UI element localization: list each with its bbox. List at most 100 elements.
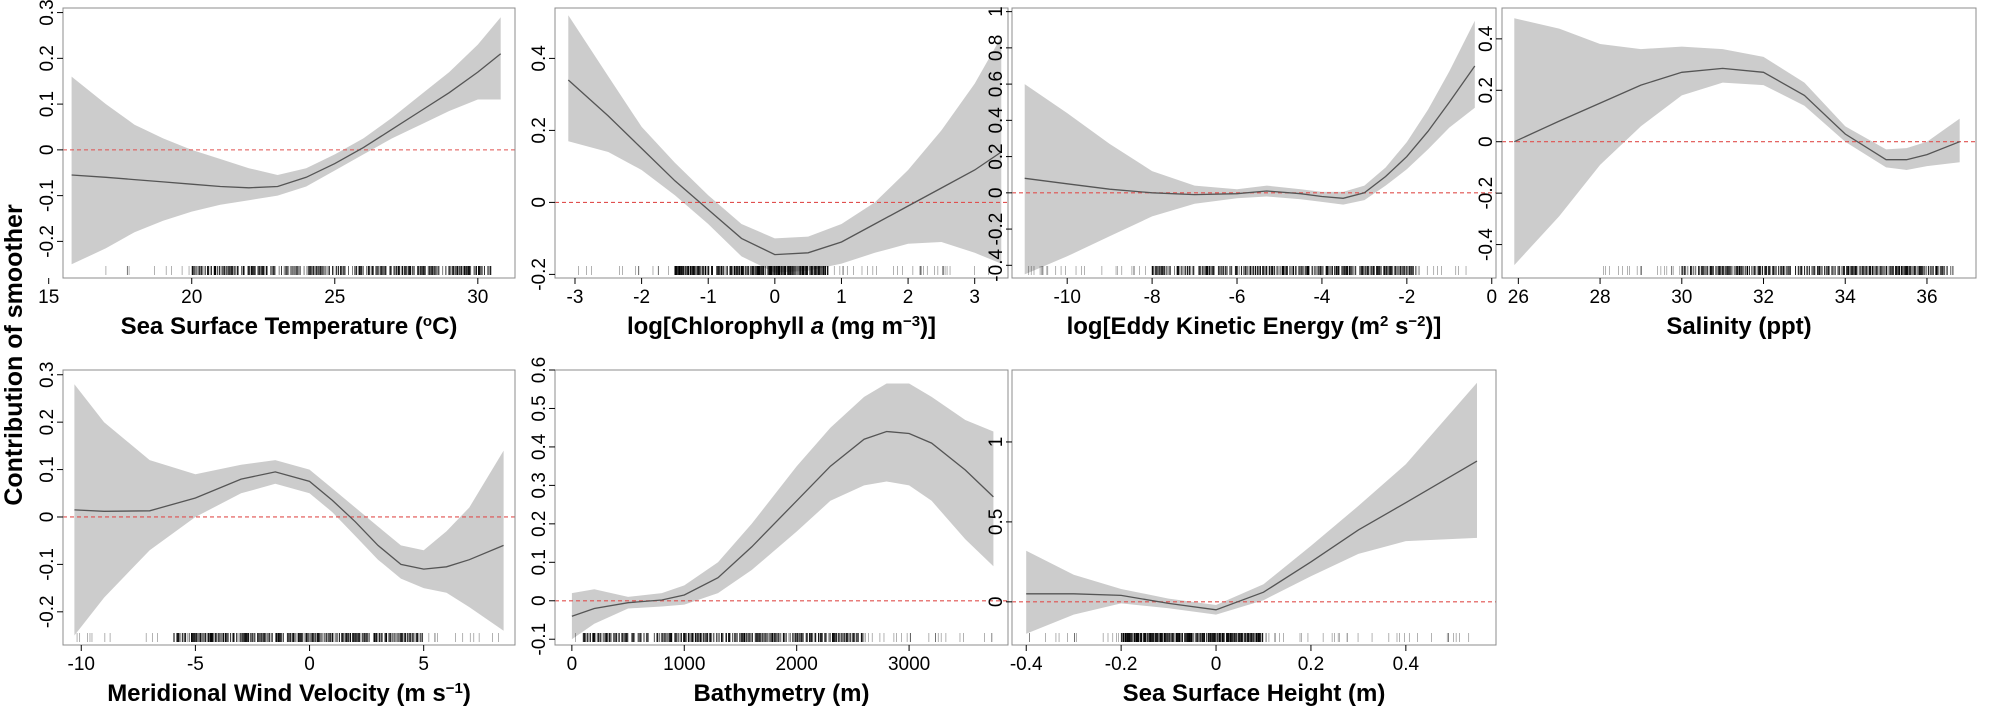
x-tick-label: -8: [1144, 287, 1161, 308]
panel-bathymetry: 0 1000 2000 3000 -0.1 0 0.1 0.2 0.3 0.4 0.5 0.6 Bath…: [529, 357, 1009, 707]
y-tick-label: 1: [986, 6, 1007, 17]
x-tick-label: 2000: [776, 654, 818, 675]
x-axis-title: Bathymetry (m): [693, 680, 869, 707]
plot-area: [555, 383, 1008, 642]
x-tick-label: 5: [418, 654, 429, 675]
x-tick-label: -10: [68, 654, 95, 675]
smoother-line: [1026, 460, 1478, 611]
y-tick-label: 0.5: [529, 395, 550, 421]
x-axis-title-part: C): [432, 313, 457, 340]
x-tick-label: -1: [700, 287, 717, 308]
y-tick-label: 0.2: [529, 511, 550, 537]
rug-marks: [575, 633, 993, 642]
confidence-band: [71, 17, 501, 265]
x-tick-label: 15: [38, 287, 59, 308]
x-axis-title-part: (mg m: [824, 313, 903, 340]
y-tick-label: 0.8: [986, 35, 1007, 61]
y-tick-label: 0: [37, 512, 58, 523]
x-tick-label: -0.2: [1105, 654, 1138, 675]
confidence-band: [74, 384, 504, 636]
y-tick-label: -0.2: [37, 595, 58, 628]
x-axis-title: log[Chlorophyll a (mg m−3)]: [627, 313, 936, 341]
plot-area: [555, 15, 1008, 275]
y-tick-label: 0.2: [986, 143, 1007, 169]
y-tick-label: -0.2: [1476, 177, 1497, 210]
x-axis-title-part: −1: [446, 680, 463, 697]
x-tick-label: 0.4: [1393, 654, 1420, 675]
x-axis-title-part: o: [423, 313, 432, 330]
panel-salinity: 26 28 30 32 34 36 -0.4 -0.2 0 0.2 0.4 Salinity (ppt…: [1476, 7, 1977, 340]
x-tick-label: 28: [1589, 287, 1610, 308]
x-tick-label: -0.4: [1010, 654, 1043, 675]
y-tick-label: 0.4: [529, 433, 550, 460]
x-axis-title: log[Eddy Kinetic Energy (m2 s−2)]: [1067, 313, 1442, 341]
x-tick-label: 3: [969, 287, 980, 308]
y-tick-label: -0.2: [37, 225, 58, 258]
panel-eke: -10 -8 -6 -4 -2 0 -0.4 -0.2 0 0.2 0.4 0.6 0.8 1 log[Ed…: [986, 6, 1497, 340]
x-tick-label: 32: [1753, 287, 1774, 308]
x-tick-label: 26: [1508, 287, 1529, 308]
y-tick-label: 0: [529, 197, 550, 208]
confidence-band: [568, 15, 1002, 273]
x-tick-label: 3000: [888, 654, 930, 675]
x-tick-label: -6: [1229, 287, 1246, 308]
y-tick-label: 0.1: [37, 91, 58, 117]
y-tick-label: 0.2: [529, 117, 550, 143]
smoother-line: [71, 53, 502, 189]
y-tick-label: 0.4: [529, 45, 550, 72]
y-tick-label: -0.4: [1476, 228, 1497, 261]
panel-wind: -10 -5 0 5 -0.2 -0.1 0 0.1 0.2 0.3 Meridional Wind…: [37, 362, 516, 708]
plot-frame: [1501, 7, 1977, 279]
x-axis-title-part: log[Chlorophyll: [627, 313, 811, 340]
plot-frame: [554, 369, 1009, 646]
x-axis-title-part: )]: [920, 313, 936, 340]
x-tick-label: -3: [567, 287, 584, 308]
x-tick-label: 0.2: [1298, 654, 1324, 675]
smoother-line: [1514, 67, 1960, 161]
y-tick-label: 0.3: [37, 0, 58, 26]
x-axis-title: Meridional Wind Velocity (m s−1): [107, 680, 471, 708]
x-tick-label: -2: [1398, 287, 1415, 308]
x-axis-title-part: −2: [1408, 313, 1425, 330]
y-tick-label: 0.1: [37, 456, 58, 482]
x-tick-label: 2: [903, 287, 914, 308]
y-tick-label: -0.1: [529, 623, 550, 656]
x-axis-title-part: −3: [903, 313, 920, 330]
x-tick-label: 0: [1486, 287, 1497, 308]
x-tick-label: -2: [633, 287, 650, 308]
x-tick-label: 34: [1835, 287, 1857, 308]
rug-marks: [1029, 633, 1470, 642]
y-tick-label: 0.6: [529, 357, 550, 383]
y-tick-label: -0.2: [529, 258, 550, 291]
y-tick-label: 0.3: [37, 362, 58, 388]
x-tick-label: 20: [181, 287, 202, 308]
plot-area: [63, 384, 515, 642]
plot-area: [63, 17, 515, 275]
rug-marks: [105, 266, 492, 275]
smoother-line: [74, 471, 504, 570]
x-axis-title: Salinity (ppt): [1666, 313, 1811, 340]
y-tick-label: 0.4: [986, 107, 1007, 134]
x-axis-title-part: ): [463, 680, 471, 707]
plot-frame: [1011, 369, 1497, 646]
x-axis-title-part: 2: [1380, 313, 1388, 330]
smoother-line: [1024, 65, 1476, 199]
x-axis-title-part: )]: [1425, 313, 1441, 340]
x-tick-label: 0: [304, 654, 315, 675]
panel-sst: 15 20 25 30 -0.2 -0.1 0 0.1 0.2 0.3 Sea Surface Te…: [37, 0, 516, 341]
confidence-band: [1024, 20, 1475, 275]
x-axis-title-part: log[Eddy Kinetic Energy (m: [1067, 313, 1380, 340]
confidence-band: [1026, 382, 1477, 634]
global-ylabel: Contribution of smoother: [0, 204, 28, 506]
plot-area: [1012, 382, 1496, 642]
panel-chlorophyll: -3 -2 -1 0 1 2 3 -0.2 0 0.2 0.4 log[Chlorophyll a (…: [529, 7, 1009, 341]
x-tick-label: -5: [187, 654, 204, 675]
rug-marks: [578, 266, 989, 275]
y-tick-label: 0.3: [529, 472, 550, 498]
smoother-line: [567, 79, 1002, 256]
x-tick-label: -4: [1313, 287, 1330, 308]
x-tick-label: 1000: [663, 654, 705, 675]
x-axis-title: Sea Surface Temperature (oC): [121, 313, 458, 341]
x-tick-label: 0: [567, 654, 578, 675]
